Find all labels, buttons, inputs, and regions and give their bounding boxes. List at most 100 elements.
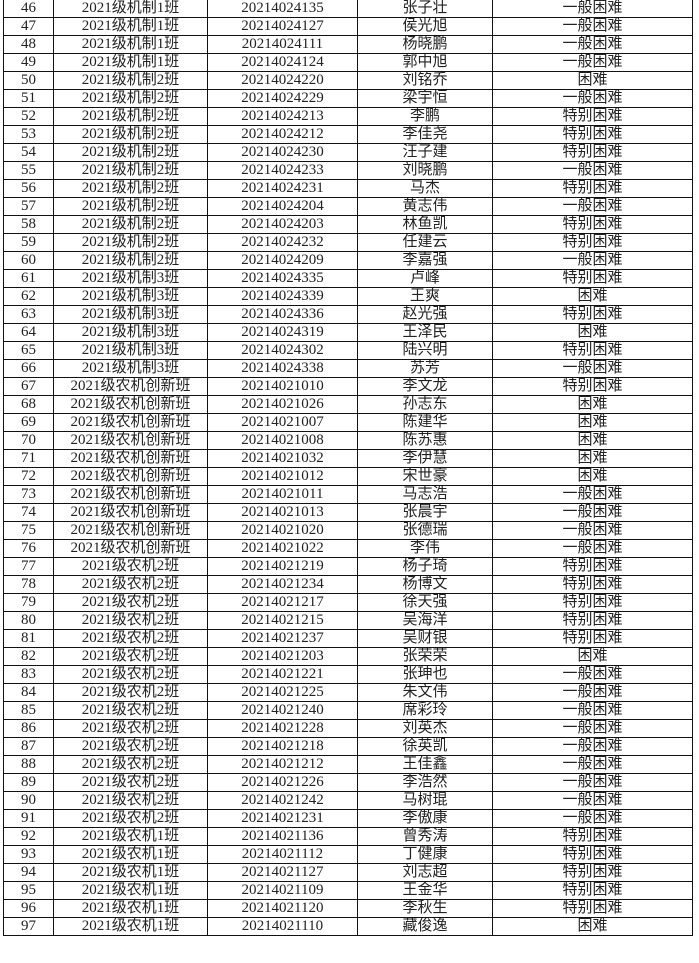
difficulty-level-cell: 一般困难 (492, 503, 693, 522)
student-name-cell: 徐英凯 (357, 737, 493, 756)
table-row: 85 2021级农机2班 20214021240 席彩玲 一般困难 (3, 701, 693, 720)
class-name-cell: 2021级机制2班 (53, 143, 208, 162)
difficulty-level-cell: 一般困难 (492, 35, 693, 54)
row-number-cell: 49 (3, 53, 54, 72)
table-row: 94 2021级农机1班 20214021127 刘志超 特别困难 (3, 863, 693, 882)
table-row: 89 2021级农机2班 20214021226 李浩然 一般困难 (3, 773, 693, 792)
difficulty-level-cell: 一般困难 (492, 683, 693, 702)
student-name-cell: 刘英杰 (357, 719, 493, 738)
table-row: 82 2021级农机2班 20214021203 张荣荣 困难 (3, 647, 693, 666)
student-id-cell: 20214021013 (207, 503, 358, 522)
row-number-cell: 86 (3, 719, 54, 738)
class-name-cell: 2021级农机1班 (53, 827, 208, 846)
student-id-cell: 20214021219 (207, 557, 358, 576)
class-name-cell: 2021级农机创新班 (53, 449, 208, 468)
student-id-cell: 20214024232 (207, 233, 358, 252)
row-number-cell: 77 (3, 557, 54, 576)
class-name-cell: 2021级农机2班 (53, 737, 208, 756)
student-name-cell: 陈苏惠 (357, 431, 493, 450)
class-name-cell: 2021级机制1班 (53, 53, 208, 72)
table-row: 95 2021级农机1班 20214021109 王金华 特别困难 (3, 881, 693, 900)
student-name-cell: 刘晓鹏 (357, 161, 493, 180)
row-number-cell: 87 (3, 737, 54, 756)
difficulty-level-cell: 特别困难 (492, 575, 693, 594)
row-number-cell: 68 (3, 395, 54, 414)
difficulty-level-cell: 一般困难 (492, 539, 693, 558)
student-id-cell: 20214021203 (207, 647, 358, 666)
table-row: 58 2021级机制2班 20214024203 林鱼凯 特别困难 (3, 215, 693, 234)
class-name-cell: 2021级农机创新班 (53, 413, 208, 432)
table-row: 59 2021级机制2班 20214024232 任建云 特别困难 (3, 233, 693, 252)
class-name-cell: 2021级农机创新班 (53, 431, 208, 450)
student-id-cell: 20214021237 (207, 629, 358, 648)
class-name-cell: 2021级机制3班 (53, 269, 208, 288)
difficulty-level-cell: 特别困难 (492, 107, 693, 126)
student-id-cell: 20214024335 (207, 269, 358, 288)
table-row: 90 2021级农机2班 20214021242 马树琨 一般困难 (3, 791, 693, 810)
student-id-cell: 20214021240 (207, 701, 358, 720)
table-row: 79 2021级农机2班 20214021217 徐天强 特别困难 (3, 593, 693, 612)
difficulty-level-cell: 特别困难 (492, 377, 693, 396)
row-number-cell: 62 (3, 287, 54, 306)
student-id-cell: 20214021228 (207, 719, 358, 738)
student-name-cell: 杨子琦 (357, 557, 493, 576)
student-name-cell: 徐天强 (357, 593, 493, 612)
difficulty-level-cell: 特别困难 (492, 881, 693, 900)
table-row: 65 2021级机制3班 20214024302 陆兴明 特别困难 (3, 341, 693, 360)
table-row: 47 2021级机制1班 20214024127 侯光旭 一般困难 (3, 17, 693, 36)
table-body: 46 2021级机制1班 20214024135 张子壮 一般困难 47 2021级机制1班… (3, 0, 693, 936)
difficulty-level-cell: 困难 (492, 395, 693, 414)
row-number-cell: 52 (3, 107, 54, 126)
difficulty-level-cell: 特别困难 (492, 863, 693, 882)
difficulty-level-cell: 一般困难 (492, 251, 693, 270)
student-name-cell: 曾秀涛 (357, 827, 493, 846)
student-name-cell: 孙志东 (357, 395, 493, 414)
difficulty-level-cell: 一般困难 (492, 89, 693, 108)
row-number-cell: 97 (3, 917, 54, 936)
difficulty-level-cell: 一般困难 (492, 17, 693, 36)
student-name-cell: 张子壮 (357, 0, 493, 18)
row-number-cell: 65 (3, 341, 54, 360)
student-name-cell: 张晨宇 (357, 503, 493, 522)
student-id-cell: 20214024230 (207, 143, 358, 162)
row-number-cell: 83 (3, 665, 54, 684)
row-number-cell: 90 (3, 791, 54, 810)
row-number-cell: 70 (3, 431, 54, 450)
row-number-cell: 61 (3, 269, 54, 288)
student-id-cell: 20214024220 (207, 71, 358, 90)
row-number-cell: 53 (3, 125, 54, 144)
class-name-cell: 2021级农机2班 (53, 791, 208, 810)
difficulty-level-cell: 一般困难 (492, 719, 693, 738)
difficulty-level-cell: 困难 (492, 467, 693, 486)
difficulty-level-cell: 一般困难 (492, 791, 693, 810)
row-number-cell: 64 (3, 323, 54, 342)
row-number-cell: 50 (3, 71, 54, 90)
class-name-cell: 2021级农机创新班 (53, 503, 208, 522)
class-name-cell: 2021级机制2班 (53, 251, 208, 270)
class-name-cell: 2021级农机2班 (53, 647, 208, 666)
difficulty-level-cell: 特别困难 (492, 269, 693, 288)
class-name-cell: 2021级农机创新班 (53, 521, 208, 540)
row-number-cell: 54 (3, 143, 54, 162)
difficulty-level-cell: 一般困难 (492, 53, 693, 72)
student-name-cell: 张德瑞 (357, 521, 493, 540)
table-row: 67 2021级农机创新班 20214021010 李文龙 特别困难 (3, 377, 693, 396)
difficulty-level-cell: 特别困难 (492, 233, 693, 252)
row-number-cell: 56 (3, 179, 54, 198)
table-row: 57 2021级机制2班 20214024204 黄志伟 一般困难 (3, 197, 693, 216)
student-id-cell: 20214021127 (207, 863, 358, 882)
row-number-cell: 75 (3, 521, 54, 540)
class-name-cell: 2021级机制1班 (53, 17, 208, 36)
class-name-cell: 2021级机制2班 (53, 215, 208, 234)
difficulty-level-cell: 一般困难 (492, 485, 693, 504)
table-row: 63 2021级机制3班 20214024336 赵光强 特别困难 (3, 305, 693, 324)
difficulty-level-cell: 特别困难 (492, 305, 693, 324)
table-row: 70 2021级农机创新班 20214021008 陈苏惠 困难 (3, 431, 693, 450)
class-name-cell: 2021级机制2班 (53, 125, 208, 144)
table-row: 78 2021级农机2班 20214021234 杨博文 特别困难 (3, 575, 693, 594)
class-name-cell: 2021级机制3班 (53, 359, 208, 378)
row-number-cell: 48 (3, 35, 54, 54)
difficulty-level-cell: 一般困难 (492, 521, 693, 540)
difficulty-level-cell: 一般困难 (492, 773, 693, 792)
student-id-cell: 20214021221 (207, 665, 358, 684)
